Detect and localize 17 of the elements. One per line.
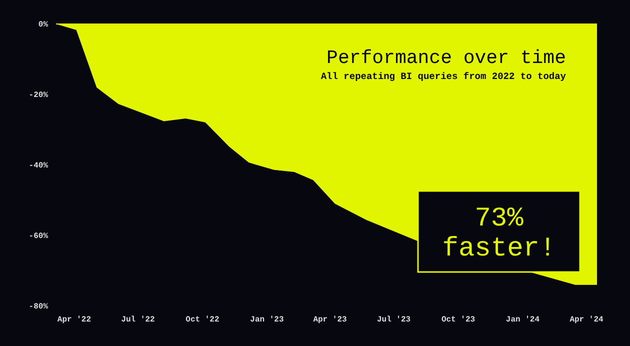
x-tick-label: Jul '23 bbox=[376, 316, 411, 325]
x-tick-label: Apr '23 bbox=[313, 316, 348, 325]
annotation: 73% faster! bbox=[442, 204, 556, 264]
x-tick-label: Apr '22 bbox=[57, 316, 92, 325]
y-tick-label: -60% bbox=[28, 232, 48, 242]
x-tick-label: Jan '24 bbox=[506, 316, 540, 325]
x-tick-label: Oct '23 bbox=[441, 316, 476, 325]
x-tick-label: Jul '22 bbox=[121, 316, 155, 325]
y-tick-label: 0% bbox=[38, 20, 48, 30]
x-tick-label: Oct '22 bbox=[186, 316, 220, 325]
x-tick-label: Jan '23 bbox=[250, 316, 284, 325]
text: Performance over time bbox=[326, 47, 566, 69]
text: All repeating BI queries from 2022 to today bbox=[320, 71, 566, 82]
x-tick-label: Apr '24 bbox=[570, 316, 604, 325]
y-tick-label: -40% bbox=[28, 162, 48, 171]
y-tick-label: -20% bbox=[28, 91, 48, 100]
y-tick-label: -80% bbox=[28, 302, 48, 312]
